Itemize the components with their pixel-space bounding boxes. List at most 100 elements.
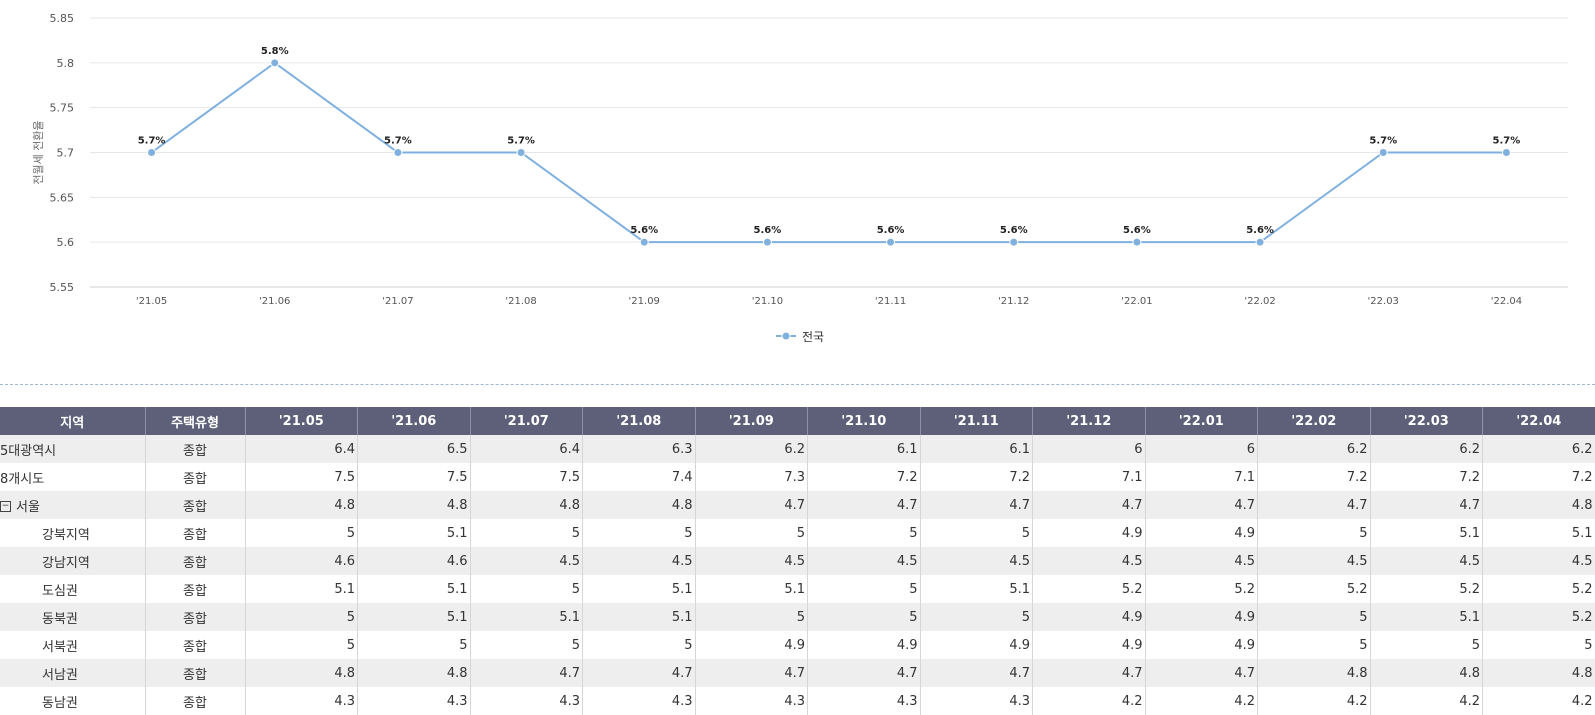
cell-value: 6 xyxy=(1145,435,1258,463)
cell-value: 5 xyxy=(807,575,921,603)
line-chart: 5.55 5.6 5.65 5.7 5.75 5.8 5.85 전월세 전환율 '21.05 '2… xyxy=(32,12,1568,344)
cell-value: 5.1 xyxy=(582,603,696,631)
cell-value: 5 xyxy=(1370,631,1483,659)
cell-value: 5.1 xyxy=(357,575,471,603)
data-point xyxy=(1132,237,1142,247)
cell-value: 7.4 xyxy=(582,463,696,491)
cell-value: 4.6 xyxy=(357,547,471,575)
cell-value: 4.5 xyxy=(1370,547,1483,575)
region-label: 동남권 xyxy=(42,695,78,711)
cell-value: 4.7 xyxy=(582,659,696,687)
cell-value: 5 xyxy=(807,603,921,631)
cell-value: 4.6 xyxy=(245,547,358,575)
cell-value: 4.8 xyxy=(1482,491,1595,519)
cell-value: 4.2 xyxy=(1145,687,1258,715)
cell-value: 4.5 xyxy=(920,547,1033,575)
cell-value: 5 xyxy=(695,603,808,631)
cell-housing-type: 종합 xyxy=(145,575,246,603)
cell-value: 4.7 xyxy=(1370,491,1483,519)
cell-value: 4.2 xyxy=(1032,687,1146,715)
cell-region: − 서울 xyxy=(0,491,146,519)
cell-value: 4.9 xyxy=(807,631,921,659)
cell-value: 5 xyxy=(1482,631,1595,659)
header-month: '21.08 xyxy=(582,407,696,435)
header-month: '22.02 xyxy=(1257,407,1371,435)
data-table: 지역 주택유형 '21.05'21.06'21.07'21.08'21.09'21.… xyxy=(0,407,1595,715)
cell-value: 4.5 xyxy=(695,547,808,575)
cell-value: 4.9 xyxy=(1032,631,1146,659)
header-month: '22.01 xyxy=(1145,407,1258,435)
cell-value: 4.8 xyxy=(357,659,471,687)
cell-value: 4.7 xyxy=(1145,659,1258,687)
cell-value: 4.9 xyxy=(1145,631,1258,659)
cell-value: 5 xyxy=(470,575,583,603)
cell-value: 5.1 xyxy=(1482,519,1595,547)
cell-value: 5.1 xyxy=(357,603,471,631)
cell-value: 4.5 xyxy=(1032,547,1146,575)
data-label: 5.7% xyxy=(384,136,412,147)
header-month: '22.04 xyxy=(1482,407,1595,435)
cell-region: 도심권 xyxy=(0,575,146,603)
table-row: 도심권 종합 5.1 5.1 5 5.1 5.1 5 5.1 5.2 5.2 5.2 5.2 5.2 xyxy=(0,575,1595,603)
cell-region: 8개시도 xyxy=(0,463,146,491)
cell-value: 5.2 xyxy=(1032,575,1146,603)
cell-value: 4.9 xyxy=(695,631,808,659)
data-point xyxy=(1255,237,1265,247)
x-tick-label: '22.02 xyxy=(1244,296,1275,307)
cell-value: 4.9 xyxy=(1032,603,1146,631)
cell-value: 4.7 xyxy=(1032,659,1146,687)
cell-value: 4.9 xyxy=(1145,519,1258,547)
x-tick-label: '22.03 xyxy=(1368,296,1399,307)
cell-value: 5 xyxy=(245,631,358,659)
cell-region: 5대광역시 xyxy=(0,435,146,463)
cell-value: 5.2 xyxy=(1370,575,1483,603)
cell-value: 5 xyxy=(807,519,921,547)
cell-value: 4.9 xyxy=(1032,519,1146,547)
cell-housing-type: 종합 xyxy=(145,547,246,575)
cell-value: 4.3 xyxy=(245,687,358,715)
y-tick-label: 5.85 xyxy=(50,12,75,25)
region-label: 도심권 xyxy=(42,583,78,599)
cell-value: 4.8 xyxy=(357,491,471,519)
cell-region: 동남권 xyxy=(0,687,146,715)
cell-value: 4.8 xyxy=(1257,659,1371,687)
cell-value: 5.1 xyxy=(695,575,808,603)
cell-value: 5 xyxy=(357,631,471,659)
cell-value: 4.7 xyxy=(695,491,808,519)
x-tick-label: '22.01 xyxy=(1121,296,1152,307)
cell-value: 4.8 xyxy=(1370,659,1483,687)
cell-value: 4.2 xyxy=(1257,687,1371,715)
data-label: 5.7% xyxy=(1493,136,1521,147)
cell-value: 4.7 xyxy=(920,659,1033,687)
table-row: − 서울 종합 4.8 4.8 4.8 4.8 4.7 4.7 4.7 4.7 4.7 4.7 4.7 4.… xyxy=(0,491,1595,519)
data-point xyxy=(639,237,649,247)
region-label: 서울 xyxy=(16,499,40,515)
table-row: 동북권 종합 5 5.1 5.1 5.1 5 5 5 4.9 4.9 5 5.1 5.2 xyxy=(0,603,1595,631)
cell-housing-type: 종합 xyxy=(145,463,246,491)
cell-value: 6.2 xyxy=(1257,435,1371,463)
table-row: 8개시도 종합 7.5 7.5 7.5 7.4 7.3 7.2 7.2 7.1 7.1 7.2 7.2 7… xyxy=(0,463,1595,491)
collapse-toggle-icon[interactable]: − xyxy=(0,500,11,512)
header-month: '21.10 xyxy=(807,407,921,435)
cell-value: 4.7 xyxy=(470,659,583,687)
cell-value: 4.7 xyxy=(807,491,921,519)
cell-housing-type: 종합 xyxy=(145,519,246,547)
cell-value: 7.5 xyxy=(245,463,358,491)
cell-value: 5.2 xyxy=(1482,603,1595,631)
cell-value: 4.8 xyxy=(582,491,696,519)
data-label: 5.7% xyxy=(507,136,535,147)
cell-value: 4.2 xyxy=(1370,687,1483,715)
header-month: '21.06 xyxy=(357,407,471,435)
cell-value: 7.5 xyxy=(470,463,583,491)
cell-value: 5 xyxy=(920,603,1033,631)
cell-value: 4.8 xyxy=(1482,659,1595,687)
table-row: 서북권 종합 5 5 5 5 4.9 4.9 4.9 4.9 4.9 5 5 5 xyxy=(0,631,1595,659)
cell-value: 4.3 xyxy=(920,687,1033,715)
table-row: 강북지역 종합 5 5.1 5 5 5 5 5 4.9 4.9 5 5.1 5.1 xyxy=(0,519,1595,547)
table-row: 서남권 종합 4.8 4.8 4.7 4.7 4.7 4.7 4.7 4.7 4.7 4.8 4.8 4.… xyxy=(0,659,1595,687)
cell-value: 7.1 xyxy=(1145,463,1258,491)
cell-value: 4.3 xyxy=(470,687,583,715)
header-month: '21.07 xyxy=(470,407,583,435)
cell-value: 4.7 xyxy=(695,659,808,687)
cell-value: 5.1 xyxy=(470,603,583,631)
